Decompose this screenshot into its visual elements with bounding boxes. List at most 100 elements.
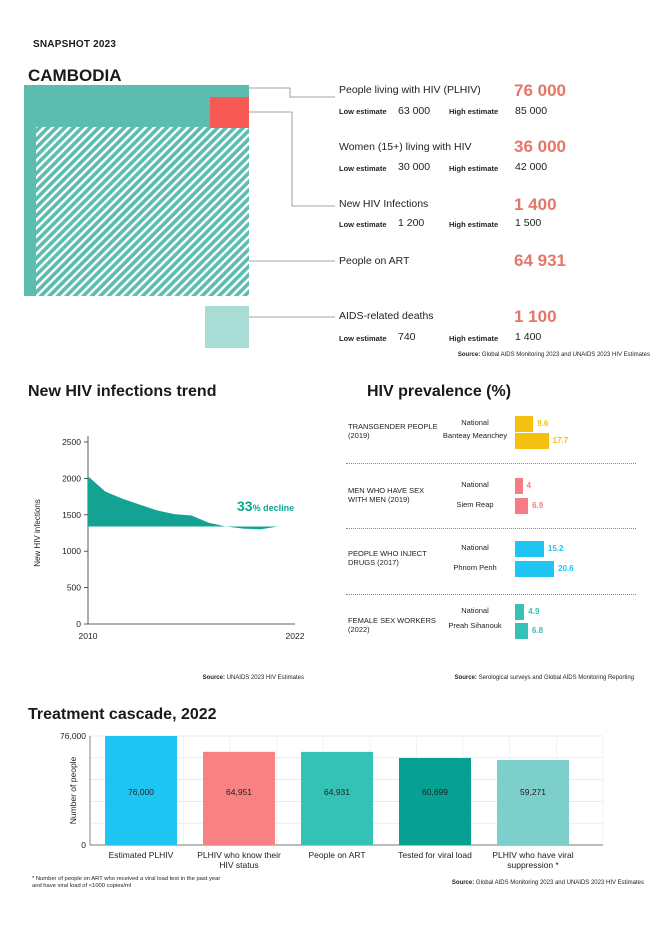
trend-decline-annotation: 33% decline bbox=[237, 498, 295, 514]
prevalence-row-label: National bbox=[461, 543, 489, 552]
cascade-bar bbox=[497, 759, 569, 845]
prevalence-row-label: National bbox=[461, 418, 489, 427]
trend-y-label: New HIV infections bbox=[33, 499, 42, 567]
cascade-y-label: Number of people bbox=[68, 756, 78, 824]
cascade-bar bbox=[301, 751, 373, 845]
prevalence-divider bbox=[346, 463, 636, 464]
snapshot-label: SNAPSHOT 2023 bbox=[33, 39, 117, 50]
stats-source: Source: Global AIDS Monitoring 2023 and … bbox=[457, 352, 650, 358]
cascade-y-tick-label: 0 bbox=[81, 840, 86, 850]
women-high-value: 42 000 bbox=[515, 161, 548, 173]
prevalence-value-label: 4.9 bbox=[528, 607, 540, 616]
deaths-value: 1 100 bbox=[514, 307, 557, 326]
prevalence-value-label: 17.7 bbox=[552, 436, 569, 445]
prevalence-bar bbox=[515, 416, 534, 432]
cascade-value-label: 64,931 bbox=[324, 787, 350, 797]
plhiv-value: 76 000 bbox=[514, 81, 566, 100]
connector-plhiv bbox=[249, 87, 335, 98]
prevalence-group-label: FEMALE SEX WORKERS (2022) bbox=[348, 616, 436, 634]
connector-new-infections bbox=[249, 111, 335, 207]
plhiv-low-label: Low estimate bbox=[339, 107, 387, 116]
prevalence-bar bbox=[515, 623, 528, 639]
plhiv-high-label: High estimate bbox=[449, 107, 499, 116]
trend-y-tick-label: 2500 bbox=[62, 437, 81, 447]
new-infections-high-label: High estimate bbox=[449, 220, 499, 229]
trend-x-tick-label: 2010 bbox=[79, 631, 98, 641]
prevalence-bar bbox=[515, 433, 549, 449]
cascade-category-label: PLHIV who know their HIV status bbox=[197, 850, 281, 870]
cascade-category-label: Estimated PLHIV bbox=[108, 850, 174, 860]
cascade-footnote: * Number of people on ART who received a… bbox=[32, 876, 221, 889]
cascade-category-label: People on ART bbox=[308, 850, 366, 860]
prevalence-bar bbox=[515, 478, 523, 494]
new-infections-low-label: Low estimate bbox=[339, 220, 387, 229]
prevalence-group-label: TRANSGENDER PEOPLE (2019) bbox=[348, 422, 438, 440]
deaths-label: AIDS-related deaths bbox=[339, 310, 434, 322]
cascade-category-label: Tested for viral load bbox=[398, 850, 472, 860]
deaths-high-label: High estimate bbox=[449, 334, 499, 343]
women-label: Women (15+) living with HIV bbox=[339, 141, 472, 153]
new-infections-square bbox=[210, 97, 249, 128]
prevalence-title: HIV prevalence (%) bbox=[367, 383, 512, 400]
cascade-value-label: 76,000 bbox=[128, 787, 154, 797]
deaths-square bbox=[205, 306, 249, 348]
prevalence-row-label: Siem Reap bbox=[456, 500, 494, 509]
trend-x-tick-label: 2022 bbox=[286, 631, 305, 641]
deaths-high-value: 1 400 bbox=[515, 331, 542, 343]
cascade-title: Treatment cascade, 2022 bbox=[28, 706, 217, 723]
cascade-category-label: PLHIV who have viral suppression * bbox=[492, 850, 574, 870]
trend-y-tick-label: 0 bbox=[76, 619, 81, 629]
plhiv-high-value: 85 000 bbox=[515, 105, 548, 117]
plhiv-low-value: 63 000 bbox=[398, 105, 431, 117]
trend-chart: 0 500 1000 1500 2000 2500 New HIV infections 20… bbox=[33, 436, 305, 641]
art-label: People on ART bbox=[339, 255, 410, 267]
deaths-low-label: Low estimate bbox=[339, 334, 387, 343]
cascade-value-label: 59,271 bbox=[520, 787, 546, 797]
prevalence-group-label: MEN WHO HAVE SEX WITH MEN (2019) bbox=[348, 486, 425, 504]
prevalence-bar bbox=[515, 604, 525, 620]
prevalence-row-label: Preah Sihanouk bbox=[448, 621, 502, 630]
art-square-hatched bbox=[36, 127, 249, 296]
plhiv-label: People living with HIV (PLHIV) bbox=[339, 84, 481, 96]
prevalence-bar bbox=[515, 541, 544, 557]
cascade-bar bbox=[105, 736, 177, 845]
cascade-value-label: 64,951 bbox=[226, 787, 252, 797]
trend-title: New HIV infections trend bbox=[28, 383, 217, 400]
prevalence-divider bbox=[346, 528, 636, 529]
prevalence-value-label: 9.6 bbox=[537, 419, 549, 428]
women-value: 36 000 bbox=[514, 137, 566, 156]
trend-source: Source: UNAIDS 2023 HIV Estimates bbox=[202, 675, 304, 681]
cascade-bar bbox=[203, 751, 275, 845]
art-value: 64 931 bbox=[514, 251, 566, 270]
women-high-label: High estimate bbox=[449, 164, 499, 173]
prevalence-source: Source: Serological surveys and Global A… bbox=[454, 675, 634, 681]
prevalence-divider bbox=[346, 594, 636, 595]
trend-y-tick-label: 1000 bbox=[62, 546, 81, 556]
prevalence-row-label: Banteay Meanchey bbox=[442, 431, 508, 440]
deaths-low-value: 740 bbox=[398, 331, 416, 343]
new-infections-label: New HIV Infections bbox=[339, 198, 429, 210]
women-low-label: Low estimate bbox=[339, 164, 387, 173]
new-infections-low-value: 1 200 bbox=[398, 217, 425, 229]
cascade-source: Source: Global AIDS Monitoring 2023 and … bbox=[451, 880, 644, 886]
new-infections-high-value: 1 500 bbox=[515, 217, 542, 229]
trend-y-tick-label: 500 bbox=[67, 583, 81, 593]
cascade-value-label: 60,699 bbox=[422, 787, 448, 797]
trend-y-tick-label: 1500 bbox=[62, 510, 81, 520]
prevalence-value-label: 6.9 bbox=[532, 501, 544, 510]
country-title: CAMBODIA bbox=[28, 66, 122, 85]
prevalence-row-label: National bbox=[461, 606, 489, 615]
prevalence-group-label: PEOPLE WHO INJECT DRUGS (2017) bbox=[348, 549, 427, 567]
prevalence-value-label: 4 bbox=[526, 481, 532, 490]
prevalence-row-label: National bbox=[461, 480, 489, 489]
trend-y-tick-label: 2000 bbox=[62, 473, 81, 483]
cascade-bar bbox=[399, 757, 471, 845]
prevalence-row-label: Phnom Penh bbox=[453, 563, 497, 572]
prevalence-bar bbox=[515, 561, 555, 577]
women-low-value: 30 000 bbox=[398, 161, 431, 173]
stats-graphic bbox=[24, 85, 335, 348]
trend-area bbox=[88, 476, 295, 530]
cascade-chart: 76,000 0 Number of people 76,000 64,951 64,93… bbox=[60, 731, 604, 850]
prevalence-value-label: 20.6 bbox=[558, 564, 574, 573]
prevalence-value-label: 6.8 bbox=[531, 626, 544, 635]
